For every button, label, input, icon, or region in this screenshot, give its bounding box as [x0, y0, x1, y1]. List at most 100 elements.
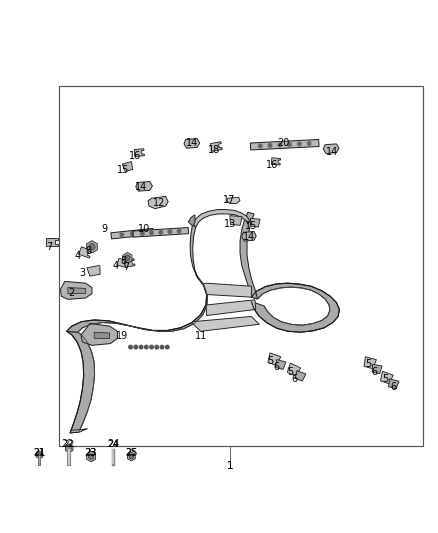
Text: 6: 6 — [274, 362, 280, 372]
Polygon shape — [372, 364, 382, 374]
Polygon shape — [111, 229, 154, 239]
Text: 23: 23 — [84, 448, 96, 458]
Text: 2: 2 — [68, 288, 74, 298]
Circle shape — [168, 230, 172, 233]
Text: 24: 24 — [107, 439, 119, 449]
Polygon shape — [133, 228, 188, 237]
Circle shape — [155, 345, 159, 349]
Polygon shape — [46, 238, 58, 246]
Polygon shape — [287, 363, 300, 376]
Text: 19: 19 — [116, 330, 128, 341]
Text: 14: 14 — [135, 182, 147, 192]
Text: 15: 15 — [117, 165, 130, 175]
Text: 5: 5 — [287, 367, 293, 377]
Polygon shape — [81, 324, 117, 345]
Circle shape — [258, 144, 262, 148]
Text: 14: 14 — [186, 138, 198, 148]
Polygon shape — [389, 379, 399, 389]
Text: 24: 24 — [107, 440, 119, 449]
Text: 1: 1 — [226, 461, 233, 471]
Polygon shape — [240, 212, 258, 299]
Circle shape — [297, 142, 301, 146]
Polygon shape — [188, 215, 195, 226]
Text: 1: 1 — [226, 461, 233, 471]
Text: 6: 6 — [390, 382, 396, 392]
Text: 14: 14 — [326, 147, 338, 157]
Circle shape — [38, 453, 41, 457]
Circle shape — [166, 345, 169, 349]
Text: 8: 8 — [120, 256, 127, 266]
Circle shape — [177, 229, 181, 233]
Polygon shape — [67, 275, 208, 332]
Polygon shape — [60, 281, 92, 300]
Polygon shape — [124, 259, 135, 267]
Circle shape — [288, 143, 291, 146]
Polygon shape — [87, 241, 97, 253]
Text: 5: 5 — [268, 356, 274, 366]
Polygon shape — [251, 219, 260, 227]
Circle shape — [88, 454, 94, 459]
Polygon shape — [136, 182, 152, 191]
Circle shape — [134, 345, 138, 349]
Text: 17: 17 — [223, 195, 236, 205]
Polygon shape — [87, 265, 100, 276]
Circle shape — [141, 232, 144, 235]
Text: 25: 25 — [126, 448, 137, 457]
Text: 6: 6 — [371, 367, 378, 377]
Polygon shape — [276, 360, 286, 369]
Polygon shape — [122, 161, 133, 172]
Text: 12: 12 — [153, 198, 166, 207]
Polygon shape — [127, 452, 135, 461]
Circle shape — [268, 144, 272, 147]
Polygon shape — [242, 231, 256, 241]
Text: 4: 4 — [113, 261, 119, 271]
Circle shape — [150, 231, 153, 235]
Text: 3: 3 — [79, 268, 85, 278]
Polygon shape — [323, 144, 339, 154]
Circle shape — [129, 345, 132, 349]
Polygon shape — [36, 451, 43, 459]
Text: 22: 22 — [64, 440, 75, 449]
Polygon shape — [148, 197, 168, 209]
Circle shape — [67, 446, 71, 450]
Text: 6: 6 — [291, 374, 297, 384]
Polygon shape — [206, 300, 256, 316]
Polygon shape — [380, 372, 393, 384]
Circle shape — [139, 345, 143, 349]
Polygon shape — [211, 142, 222, 151]
Circle shape — [120, 233, 124, 237]
Polygon shape — [123, 253, 132, 263]
Circle shape — [141, 231, 145, 235]
Text: 7: 7 — [46, 242, 52, 252]
Polygon shape — [271, 158, 281, 165]
Text: 16: 16 — [129, 151, 141, 161]
Text: 18: 18 — [208, 145, 220, 155]
Text: 11: 11 — [195, 330, 208, 341]
Text: 16: 16 — [266, 160, 279, 170]
Circle shape — [131, 232, 134, 236]
Text: 13: 13 — [224, 219, 237, 229]
Polygon shape — [184, 139, 200, 148]
Polygon shape — [230, 216, 242, 225]
Polygon shape — [364, 357, 376, 369]
Polygon shape — [87, 451, 95, 462]
Polygon shape — [79, 247, 92, 258]
Polygon shape — [268, 353, 281, 366]
Polygon shape — [227, 197, 240, 204]
Text: 10: 10 — [138, 224, 151, 235]
Circle shape — [125, 255, 130, 260]
Text: 4: 4 — [75, 251, 81, 261]
Text: 7: 7 — [123, 262, 129, 271]
Polygon shape — [67, 332, 95, 433]
Text: 5: 5 — [382, 374, 389, 384]
Text: 25: 25 — [125, 448, 138, 458]
Text: 21: 21 — [33, 448, 46, 458]
Polygon shape — [68, 287, 85, 294]
Circle shape — [159, 231, 162, 234]
Text: 20: 20 — [278, 138, 290, 148]
Text: 8: 8 — [85, 246, 92, 256]
Polygon shape — [70, 429, 88, 433]
Text: 23: 23 — [85, 448, 97, 457]
Circle shape — [160, 345, 164, 349]
Polygon shape — [203, 283, 251, 297]
